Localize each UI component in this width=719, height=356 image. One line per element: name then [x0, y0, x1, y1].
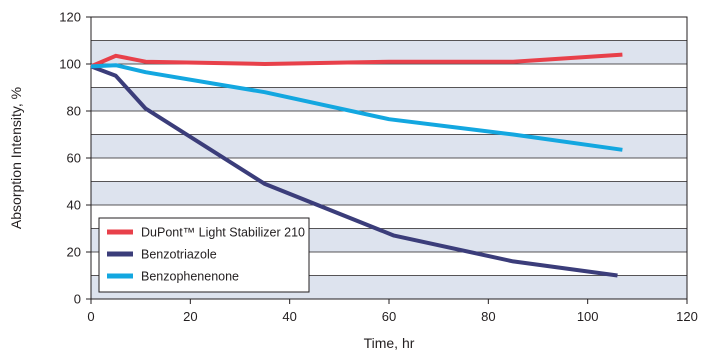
x-tick-label: 20	[183, 309, 197, 324]
y-tick-label: 100	[59, 57, 81, 72]
x-tick-label: 120	[676, 309, 698, 324]
legend-box	[98, 217, 310, 293]
y-tick-label: 60	[67, 151, 81, 166]
series-line	[90, 63, 623, 152]
x-tick-label: 80	[481, 309, 495, 324]
x-tick-label: 60	[382, 309, 396, 324]
background-band	[91, 181, 687, 205]
y-tick-label: 0	[74, 292, 81, 307]
y-tick-label: 40	[67, 198, 81, 213]
x-tick-label: 40	[282, 309, 296, 324]
series-line	[90, 52, 623, 69]
y-axis-ticks: 0 20 40 60 80 100 120	[59, 10, 91, 307]
legend-entry: DuPont™ Light Stabilizer 210	[141, 226, 305, 240]
series-lines	[90, 52, 623, 278]
legend-entry: Benzophenenone	[141, 270, 239, 284]
legend: DuPont™ Light Stabilizer 210 Benzotriazol…	[98, 217, 310, 293]
background-band	[91, 134, 687, 158]
legend-entry: Benzotriazole	[141, 248, 217, 262]
x-axis-ticks: 0 20 40 60 80 100 120	[87, 299, 698, 324]
x-tick-label: 100	[577, 309, 599, 324]
x-axis-title: Time, hr	[364, 335, 415, 351]
y-tick-label: 20	[67, 245, 81, 260]
y-tick-label: 80	[67, 104, 81, 119]
y-tick-label: 120	[59, 10, 81, 25]
series-line	[90, 64, 618, 278]
background-band	[91, 87, 687, 111]
y-axis-title: Absorption Intensity, %	[8, 87, 24, 229]
x-tick-label: 0	[87, 309, 94, 324]
